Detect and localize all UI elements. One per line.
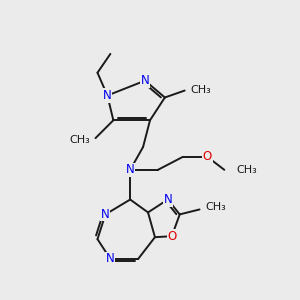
Text: CH₃: CH₃ — [70, 135, 91, 145]
Text: N: N — [126, 163, 135, 176]
Text: O: O — [167, 230, 176, 243]
Text: CH₃: CH₃ — [190, 85, 212, 94]
Text: CH₃: CH₃ — [206, 202, 226, 212]
Text: CH₃: CH₃ — [236, 165, 257, 175]
Text: N: N — [103, 89, 112, 102]
Text: N: N — [101, 208, 110, 221]
Text: N: N — [141, 74, 149, 87]
Text: N: N — [164, 193, 172, 206]
Text: N: N — [106, 253, 115, 266]
Text: O: O — [203, 150, 212, 164]
